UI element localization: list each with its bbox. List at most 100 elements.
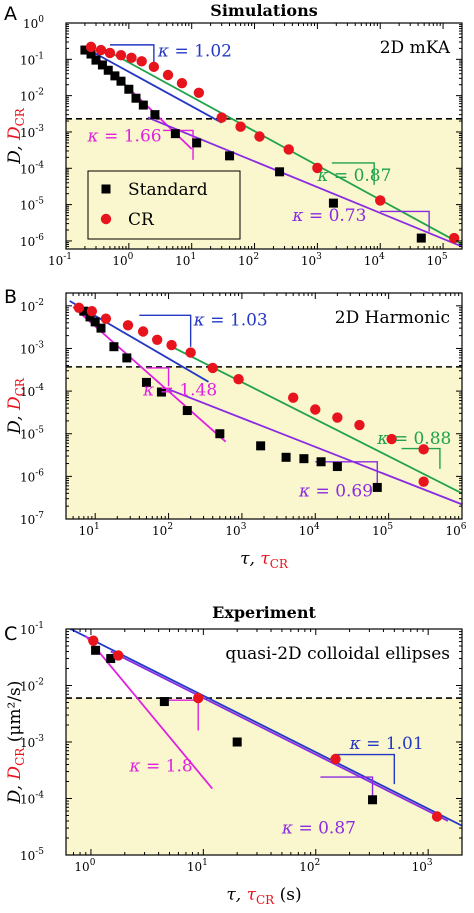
data-point-cr — [431, 811, 443, 822]
kappa-label: κ = 0.87 — [281, 819, 356, 839]
kappa-symbol: κ — [291, 206, 303, 226]
tick-exponent: 5 — [387, 522, 393, 532]
tick-mantissa: 10 — [152, 524, 167, 538]
data-point-standard — [182, 406, 192, 416]
data-point-standard — [97, 60, 107, 70]
x-axis-label: τ, τCR — [240, 549, 289, 571]
data-point-cr — [73, 302, 85, 313]
tick-exponent: 0 — [128, 252, 134, 262]
tick-exponent: -6 — [35, 468, 44, 478]
data-point-standard — [192, 138, 202, 148]
data-point-cr — [254, 131, 265, 142]
x-tick-label: 100 — [112, 252, 133, 268]
tick-mantissa: 10 — [372, 524, 387, 538]
kappa-value: = 0.88 — [388, 429, 451, 449]
tick-exponent: 2 — [315, 858, 321, 868]
tick-mantissa: 10 — [301, 254, 316, 268]
data-point-standard — [159, 697, 169, 707]
system-label: quasi-2D colloidal ellipses — [225, 644, 450, 664]
tick-mantissa: 10 — [225, 524, 240, 538]
data-point-standard — [138, 100, 148, 110]
legend-box — [87, 170, 241, 240]
data-point-cr — [330, 753, 341, 765]
data-point-cr — [216, 112, 227, 123]
slope-triangle — [335, 753, 396, 785]
y-tick-label: 10-7 — [20, 511, 44, 527]
x-tick-label: 102 — [152, 522, 173, 538]
x-tick-label: 105 — [372, 522, 393, 538]
tick-exponent: -6 — [35, 233, 44, 243]
data-point-standard — [215, 429, 225, 439]
kappa-value: = 0.87 — [329, 166, 392, 186]
y-axis-label: D, DCR — [5, 107, 27, 165]
kappa-symbol: κ — [157, 41, 169, 61]
x-tick-label: 101 — [79, 522, 100, 538]
slope-triangle — [380, 210, 430, 232]
data-point-cr — [115, 49, 127, 61]
slope-triangle — [331, 162, 375, 185]
tick-exponent: -7 — [35, 511, 44, 521]
fit-line — [81, 45, 223, 124]
y-label-dcr: D — [5, 126, 25, 141]
y-label-sub: CR — [13, 377, 27, 396]
legend-label-standard: Standard — [128, 180, 208, 200]
x-tick-label: 103 — [301, 252, 322, 268]
data-point-standard — [416, 233, 426, 243]
tick-mantissa: 10 — [364, 254, 379, 268]
legend-marker-cr — [100, 213, 112, 225]
kappa-value: = 0.69 — [310, 481, 373, 501]
tick-mantissa: 10 — [20, 428, 35, 442]
kappa-value: = 0.87 — [293, 819, 356, 839]
panel-label: B — [4, 286, 17, 308]
x-label-taucr: τ — [260, 549, 270, 569]
data-point-cr — [126, 52, 137, 64]
tick-exponent: 1 — [190, 252, 196, 262]
tick-exponent: -5 — [35, 426, 44, 436]
tick-exponent: -2 — [35, 298, 44, 308]
kappa-value: = 1.03 — [205, 310, 268, 330]
data-point-cr — [193, 87, 205, 98]
tick-exponent: 1 — [94, 522, 100, 532]
data-point-standard — [103, 65, 113, 75]
kappa-label: κ = 1.02 — [157, 41, 232, 61]
data-point-cr — [287, 392, 299, 403]
x-tick-label: 104 — [364, 252, 385, 268]
tick-mantissa: 10 — [299, 524, 314, 538]
data-point-cr — [193, 692, 204, 704]
kappa-label: κ = 1.8 — [128, 757, 192, 777]
tick-exponent: -3 — [35, 734, 44, 744]
data-point-standard — [96, 323, 106, 333]
tick-mantissa: 10 — [445, 524, 460, 538]
tick-mantissa: 10 — [20, 849, 35, 863]
kappa-symbol: κ — [128, 757, 140, 777]
x-label-unit: (s) — [274, 885, 301, 905]
data-point-cr — [448, 232, 460, 244]
data-point-standard — [79, 306, 89, 316]
panel-label: A — [4, 3, 17, 25]
data-point-cr — [386, 433, 397, 445]
shaded-region — [66, 698, 462, 855]
data-point-cr — [85, 41, 97, 53]
y-tick-label: 10-2 — [20, 298, 44, 314]
x-tick-label: 104 — [299, 522, 320, 538]
tick-mantissa: 10 — [427, 254, 442, 268]
tick-mantissa: 10 — [175, 254, 190, 268]
tick-exponent: -2 — [35, 88, 44, 98]
tick-exponent: -5 — [35, 847, 44, 857]
y-tick-label: 10-5 — [20, 426, 44, 442]
data-point-standard — [90, 317, 100, 327]
kappa-value: = 1.66 — [99, 126, 162, 146]
data-point-cr — [88, 635, 99, 646]
tick-exponent: -1 — [63, 252, 72, 262]
y-tick-label: 10-2 — [20, 88, 44, 104]
x-label-sub: CR — [270, 557, 289, 571]
y-tick-label: 10-6 — [20, 468, 44, 484]
kappa-label: κ = 0.73 — [291, 206, 366, 226]
y-tick-label: 100 — [23, 15, 44, 31]
y-tick-label: 10-3 — [20, 124, 44, 140]
tick-mantissa: 10 — [20, 126, 35, 140]
tick-exponent: 4 — [314, 522, 320, 532]
data-point-cr — [148, 61, 160, 73]
kappa-symbol: κ — [376, 429, 388, 449]
